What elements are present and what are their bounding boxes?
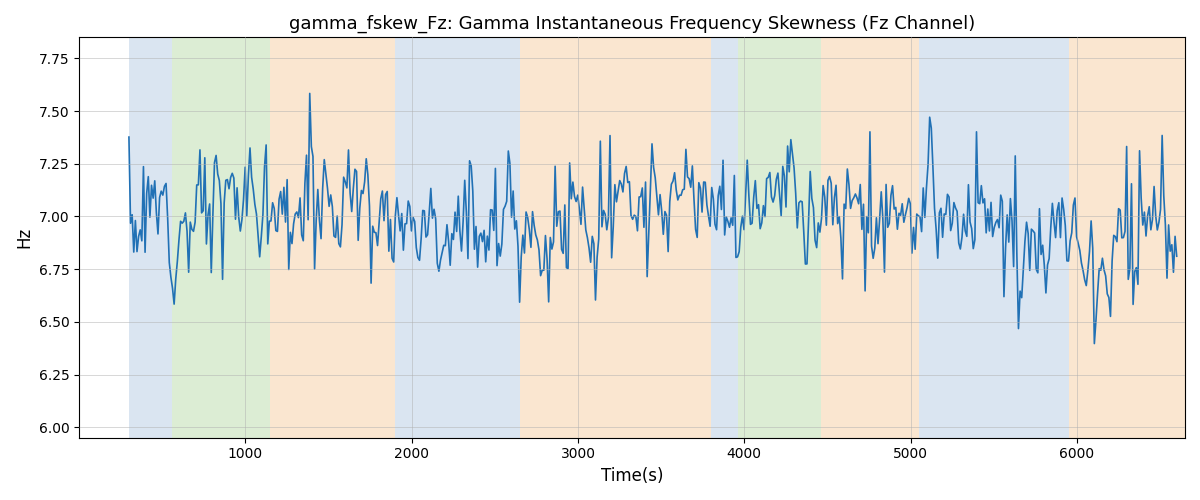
Bar	[919, 38, 1068, 438]
Bar	[270, 38, 395, 438]
Bar	[712, 38, 738, 438]
Bar	[821, 38, 919, 438]
Bar	[395, 38, 520, 438]
Bar	[520, 38, 712, 438]
Bar	[1068, 38, 1186, 438]
Bar	[172, 38, 270, 438]
Title: gamma_fskew_Fz: Gamma Instantaneous Frequency Skewness (Fz Channel): gamma_fskew_Fz: Gamma Instantaneous Freq…	[289, 15, 976, 34]
Y-axis label: Hz: Hz	[14, 227, 32, 248]
X-axis label: Time(s): Time(s)	[601, 467, 664, 485]
Bar	[738, 38, 821, 438]
Bar	[128, 38, 172, 438]
